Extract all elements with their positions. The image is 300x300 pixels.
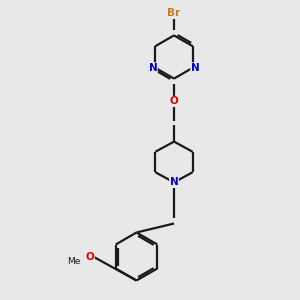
- Text: N: N: [169, 177, 178, 188]
- Text: O: O: [169, 96, 178, 106]
- Text: O: O: [85, 251, 94, 262]
- Text: Me: Me: [67, 257, 80, 266]
- Text: N: N: [191, 63, 200, 73]
- Text: N: N: [148, 63, 157, 73]
- Text: Br: Br: [167, 8, 181, 19]
